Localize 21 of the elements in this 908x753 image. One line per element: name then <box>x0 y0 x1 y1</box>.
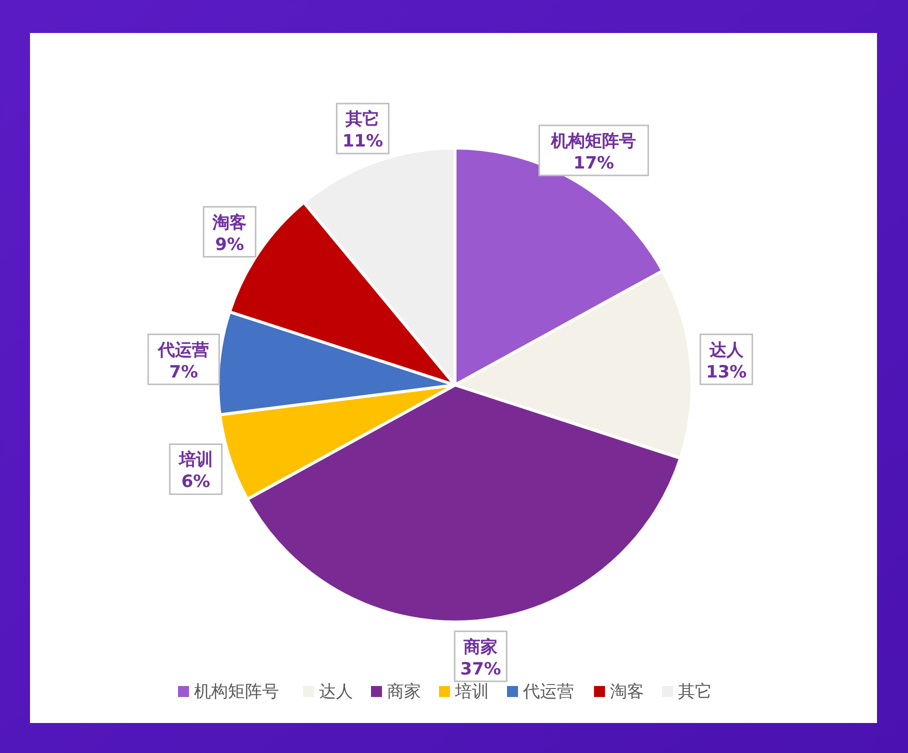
slice-label: 商家 <box>462 637 498 658</box>
slice-label: 培训 <box>178 450 213 470</box>
legend-label: 其它 <box>678 682 712 702</box>
data-label: 11% <box>342 132 384 152</box>
slice-label: 代运营 <box>157 340 210 360</box>
slice-label: 淘客 <box>212 212 247 233</box>
slice-label: 机构矩阵号 <box>550 131 636 152</box>
slice-label: 其它 <box>344 110 380 130</box>
data-label: 9% <box>215 234 244 255</box>
legend-label: 机构矩阵号 <box>194 682 279 702</box>
data-label: 13% <box>706 362 747 382</box>
legend-label: 达人 <box>319 682 353 702</box>
data-label: 17% <box>573 153 614 174</box>
data-label: 37% <box>460 659 501 680</box>
legend-label: 淘客 <box>610 682 644 702</box>
legend-label: 商家 <box>387 682 421 702</box>
data-label: 6% <box>181 472 210 492</box>
legend-label: 培训 <box>454 682 489 702</box>
data-label: 7% <box>169 362 198 382</box>
slice-label: 达人 <box>708 340 744 360</box>
legend-label: 代运营 <box>522 682 574 702</box>
